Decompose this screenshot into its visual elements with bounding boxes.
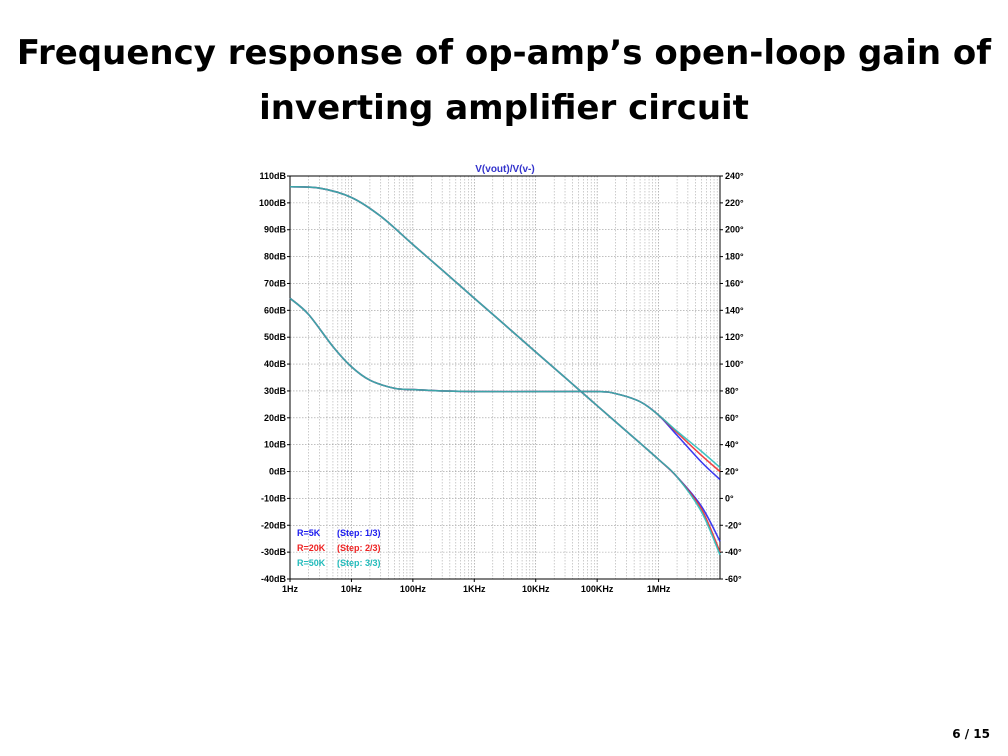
y2-tick-label: -40° bbox=[725, 547, 742, 557]
y2-tick-label: -60° bbox=[725, 574, 742, 584]
y-tick-label: 90dB bbox=[264, 225, 287, 235]
y-tick-label: -20dB bbox=[261, 520, 287, 530]
slide-title-line-1: Frequency response of op-amp’s open-loop… bbox=[16, 33, 992, 73]
y-tick-label: 20dB bbox=[264, 413, 287, 423]
y2-tick-label: 200° bbox=[725, 225, 744, 235]
y-tick-label: 0dB bbox=[269, 467, 287, 477]
x-tick-label: 100KHz bbox=[581, 584, 614, 594]
x-tick-label: 10Hz bbox=[341, 584, 363, 594]
y2-tick-label: -20° bbox=[725, 520, 742, 530]
y-tick-label: 80dB bbox=[264, 252, 287, 262]
y2-tick-label: 80° bbox=[725, 386, 739, 396]
series-magnitude-r-50k bbox=[289, 185, 721, 556]
legend-label: R=50K bbox=[297, 558, 326, 568]
x-tick-label: 10KHz bbox=[522, 584, 550, 594]
y2-tick-label: 220° bbox=[725, 198, 744, 208]
bode-plot: 110dB 100dB 90dB 80dB 70dB 60dB 50dB 40dB 30dB 20… bbox=[259, 164, 744, 594]
y2-tick-label: 240° bbox=[725, 171, 744, 181]
y2-tick-label: 180° bbox=[725, 252, 744, 262]
legend-step: (Step: 1/3) bbox=[337, 528, 381, 538]
x-tick-label: 1Hz bbox=[282, 584, 299, 594]
y2-tick-label: 100° bbox=[725, 359, 744, 369]
y2-tick-label: 120° bbox=[725, 332, 744, 342]
slide-title-line-2: inverting amplifier circuit bbox=[259, 88, 749, 128]
slide-title: Frequency response of op-amp’s open-loop… bbox=[0, 26, 1008, 136]
legend: R=5K (Step: 1/3) R=20K (Step: 2/3) R=50K (Ste… bbox=[297, 528, 381, 568]
y2-tick-label: 60° bbox=[725, 413, 739, 423]
x-tick-label: 1KHz bbox=[463, 584, 486, 594]
y-tick-label: 60dB bbox=[264, 305, 287, 315]
x-tick-label: 100Hz bbox=[400, 584, 427, 594]
series-layer bbox=[289, 185, 721, 556]
y2-tick-label: 160° bbox=[725, 278, 744, 288]
y2-tick-label: 40° bbox=[725, 440, 739, 450]
y-tick-label: 110dB bbox=[259, 171, 286, 181]
legend-label: R=5K bbox=[297, 528, 321, 538]
plot-frame bbox=[289, 175, 721, 580]
y-tick-label: 70dB bbox=[264, 278, 287, 288]
axis-layer: 110dB 100dB 90dB 80dB 70dB 60dB 50dB 40dB 30dB 20… bbox=[259, 171, 744, 594]
series-phase-r-50k bbox=[289, 297, 721, 469]
legend-step: (Step: 3/3) bbox=[337, 558, 381, 568]
y-tick-label: 10dB bbox=[264, 440, 287, 450]
y2-tick-label: 0° bbox=[725, 493, 734, 503]
grid-layer bbox=[289, 175, 720, 580]
chart-title: V(vout)/V(v-) bbox=[475, 164, 534, 175]
page-number: 6 / 15 bbox=[952, 727, 990, 741]
y2-tick-label: 140° bbox=[725, 305, 744, 315]
y-tick-label: -30dB bbox=[261, 547, 287, 557]
x-tick-label: 1MHz bbox=[647, 584, 671, 594]
legend-label: R=20K bbox=[297, 543, 326, 553]
y2-tick-label: 20° bbox=[725, 467, 739, 477]
y-tick-label: 100dB bbox=[259, 198, 287, 208]
y-tick-label: 40dB bbox=[264, 359, 287, 369]
y-tick-label: -10dB bbox=[261, 493, 287, 503]
y-tick-label: 30dB bbox=[264, 386, 287, 396]
legend-step: (Step: 2/3) bbox=[337, 543, 381, 553]
y-tick-label: 50dB bbox=[264, 332, 287, 342]
y-tick-label: -40dB bbox=[261, 574, 287, 584]
